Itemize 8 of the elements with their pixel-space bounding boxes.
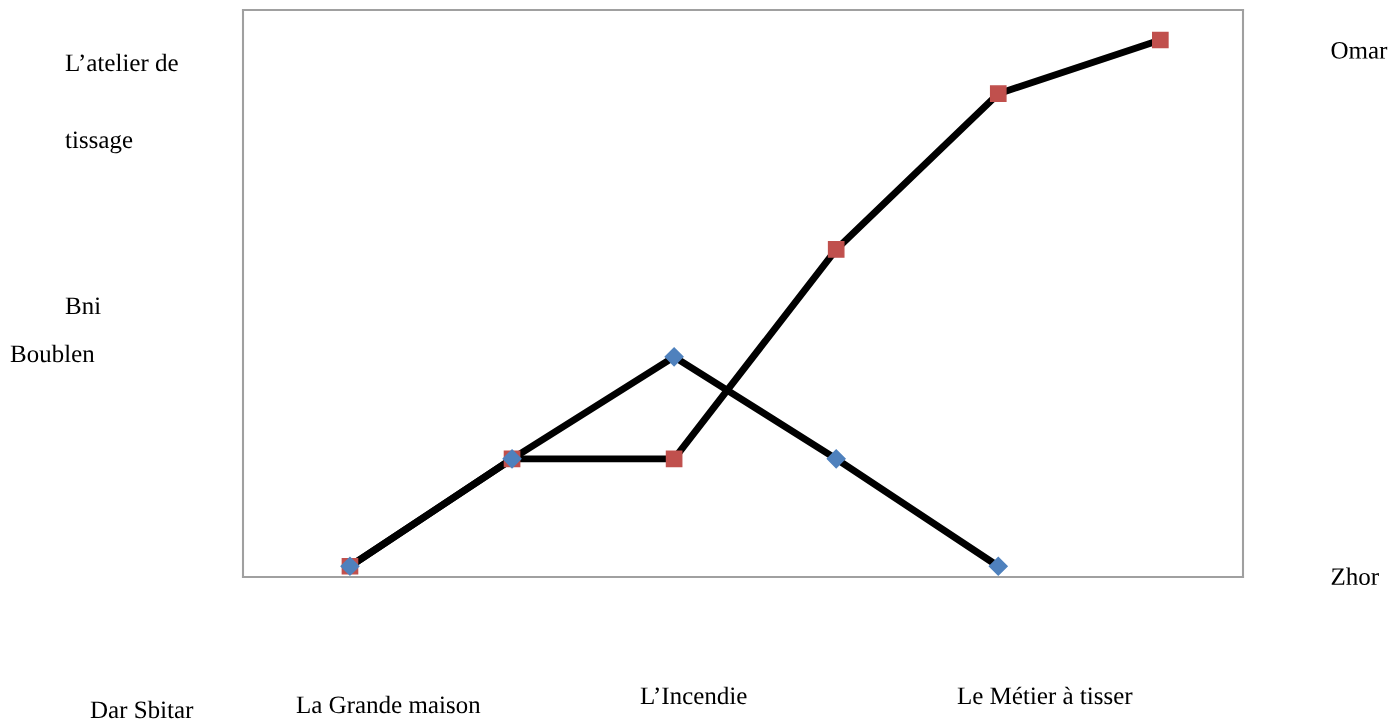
text: Dar Sbitar <box>90 700 194 719</box>
text: Zhor <box>1331 567 1379 586</box>
text: Le Métier à tisser <box>957 686 1133 705</box>
text: Omar <box>1331 41 1388 59</box>
text: La Grande maison <box>296 695 481 714</box>
text: L’Incendie <box>640 686 747 705</box>
text: Bni Boublen <box>10 297 101 363</box>
text: L’atelier de tissage <box>65 53 178 154</box>
